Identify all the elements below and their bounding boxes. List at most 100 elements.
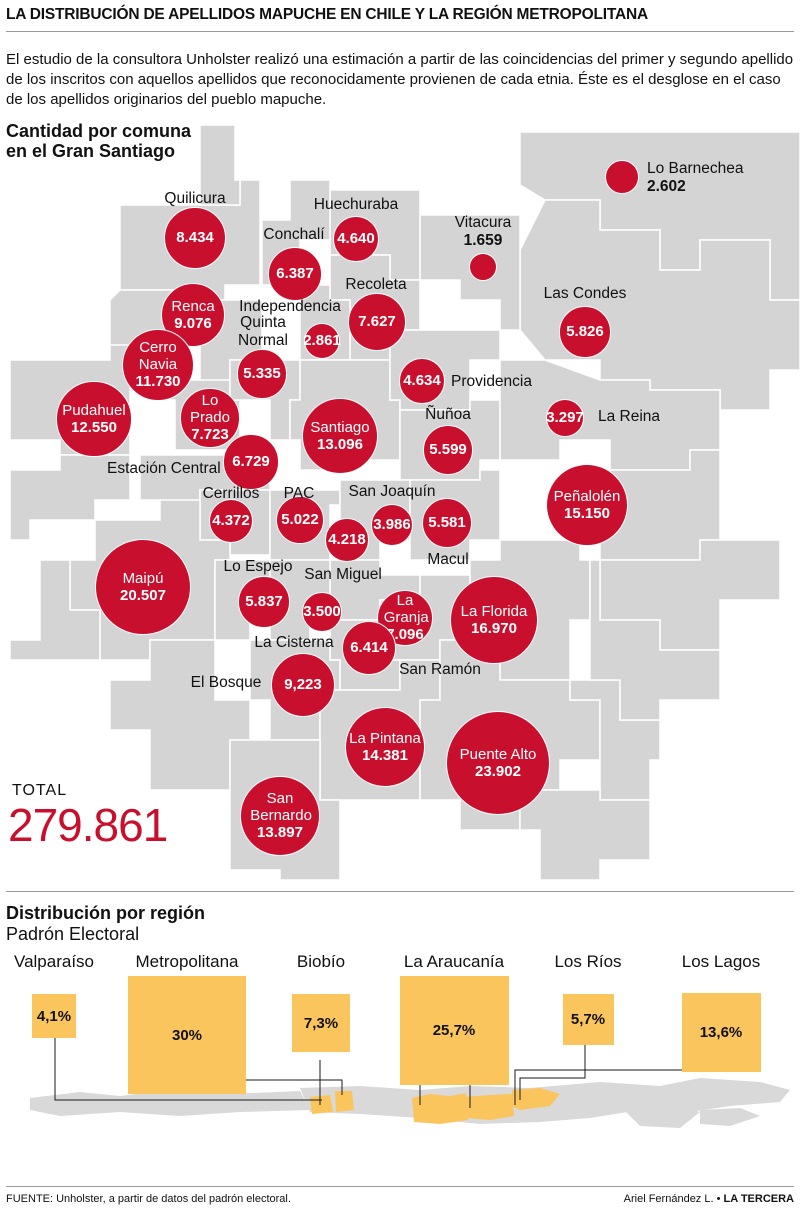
bubble-estacion-central-value: 6.729 [232, 453, 270, 471]
region-heading: Distribución por región [6, 903, 206, 923]
region-box-biobio: 7,3% [292, 994, 350, 1052]
label-vitacura-value: 1.659 [463, 232, 503, 249]
region-subheading: Padrón Electoral [6, 924, 140, 944]
label-recoleta: Recoleta [345, 276, 407, 293]
bubble-maipu: Maipú 20.507 [94, 538, 192, 636]
bubble-la-reina-value: 3.297 [546, 409, 584, 427]
bubble-san-joaquin: 3.986 [370, 503, 414, 547]
label-lo-barnechea-name: Lo Barnechea [647, 160, 744, 177]
bubble-santiago: Santiago 13.096 [301, 397, 379, 475]
bubble-vitacura [469, 253, 497, 281]
bubble-renca-name: Renca [171, 297, 215, 315]
label-conchali: Conchalí [263, 226, 325, 243]
bubble-conchali: 6.387 [268, 247, 322, 301]
label-lo-espejo: Lo Espejo [223, 558, 293, 575]
bubble-quinta-normal: 5.335 [237, 349, 287, 399]
region-value-los-lagos: 13,6% [699, 1024, 743, 1041]
label-san-ramon: San Ramón [399, 661, 481, 678]
bubble-la-granja: La Granja 7.096 [376, 589, 434, 647]
bubble-recoleta: 7.627 [347, 292, 407, 352]
bubble-las-condes: 5.826 [559, 306, 611, 358]
bubble-pudahuel-name: Pudahuel [62, 401, 126, 419]
bubble-puente-alto: Puente Alto 23.902 [446, 711, 550, 815]
bubble-la-reina: 3.297 [545, 398, 585, 438]
bubble-cerro-navia-name: Cerro Navia [138, 339, 178, 374]
label-san-joaquin: San Joaquín [348, 483, 436, 500]
label-lo-barnechea-value: 2.602 [647, 178, 686, 195]
bubble-lo-barnechea [604, 159, 640, 195]
label-cerrillos: Cerrillos [202, 485, 260, 502]
region-box-araucania: 25,7% [399, 976, 509, 1085]
bubble-pac-value: 5.022 [281, 511, 319, 529]
footer-rule [6, 1186, 794, 1187]
bubble-la-cisterna-value: 3.500 [303, 603, 341, 621]
bubble-san-ramon: 6.414 [342, 621, 396, 675]
bubble-lo-espejo: 5.837 [238, 576, 290, 628]
bubble-penalolen-value: 15.150 [564, 504, 610, 522]
bubble-la-florida-value: 16.970 [471, 619, 517, 637]
label-la-cisterna: La Cisterna [254, 634, 334, 651]
label-vitacura-name: Vitacura [454, 214, 512, 231]
bubble-providencia: 4.634 [399, 358, 445, 404]
bubble-independencia: 2.861 [303, 323, 341, 359]
bubble-pudahuel-value: 12.550 [71, 418, 117, 436]
region-value-araucania: 25,7% [432, 1022, 476, 1039]
label-providencia: Providencia [451, 373, 532, 390]
region-value-valparaiso: 4,1% [36, 1007, 72, 1025]
bubble-huechuraba-value: 4.640 [337, 230, 375, 248]
bubble-las-condes-value: 5.826 [566, 323, 604, 341]
bubble-san-bernardo-value: 13.897 [257, 824, 303, 842]
santiago-heading-line-2: en el Gran Santiago [6, 141, 176, 161]
region-box-los-rios: 5,7% [562, 994, 614, 1045]
label-san-miguel: San Miguel [304, 566, 382, 583]
intro-text: El estudio de la consultora Unholster re… [6, 51, 794, 108]
region-name-los-lagos: Los Lagos [681, 952, 761, 971]
source-note: FUENTE: Unholster, a partir de datos del… [6, 1193, 291, 1205]
bubble-puente-alto-name: Puente Alto [459, 746, 537, 763]
region-value-los-rios: 5,7% [570, 1011, 606, 1028]
bubble-providencia-value: 4.634 [403, 372, 441, 390]
santiago-heading-line-1: Cantidad por comuna [6, 121, 192, 141]
bubble-penalolen-name: Peñalolén [553, 487, 621, 505]
label-quilicura: Quilicura [164, 190, 226, 207]
label-macul: Macul [427, 551, 469, 568]
bubble-lo-espejo-value: 5.837 [245, 593, 283, 611]
bubble-quinta-normal-value: 5.335 [243, 365, 281, 383]
label-las-condes: Las Condes [543, 285, 627, 302]
region-name-los-rios: Los Ríos [554, 952, 622, 971]
bubble-quilicura-value: 8.434 [176, 229, 214, 247]
region-box-los-lagos: 13,6% [681, 993, 761, 1072]
bubble-la-pintana-name: La Pintana [349, 729, 421, 747]
bubble-la-florida-name: La Florida [460, 602, 528, 620]
bubble-la-granja-value: 7.096 [386, 626, 424, 644]
region-box-valparaiso: 4,1% [32, 994, 76, 1038]
bubble-macul-value: 5.581 [428, 514, 466, 532]
bubble-la-cisterna: 3.500 [302, 592, 342, 632]
total-label: TOTAL [12, 782, 68, 799]
title-rule [6, 31, 794, 32]
bubble-san-bernardo-name: San Bernardo [250, 790, 312, 825]
bubble-san-miguel: 4.218 [325, 518, 369, 562]
bubble-penalolen: Peñalolén 15.150 [545, 463, 629, 547]
bubble-conchali-value: 6.387 [276, 265, 314, 283]
bubble-huechuraba: 4.640 [333, 216, 379, 262]
credit: Ariel Fernández L. • LA TERCERA [623, 1193, 794, 1205]
label-la-reina: La Reina [598, 408, 661, 425]
section-rule [6, 891, 794, 892]
bubble-maipu-value: 20.507 [120, 586, 166, 604]
bubble-lo-prado-value: 7.723 [191, 426, 229, 444]
bubble-lo-prado-name: Lo Prado [189, 392, 230, 427]
bubble-la-granja-name: La Granja [383, 592, 429, 627]
bubble-lo-prado: Lo Prado 7.723 [180, 388, 240, 448]
bubble-san-joaquin-value: 3.986 [373, 516, 411, 534]
bubble-la-florida: La Florida 16.970 [450, 576, 538, 664]
credit-publication: LA TERCERA [723, 1193, 794, 1205]
bubble-san-miguel-value: 4.218 [328, 531, 366, 549]
bubble-pac: 5.022 [276, 496, 324, 544]
bubble-san-ramon-value: 6.414 [350, 639, 388, 657]
bubble-recoleta-value: 7.627 [358, 313, 396, 331]
bubble-el-bosque: 9,223 [270, 652, 336, 718]
bubble-maipu-name: Maipú [122, 569, 164, 587]
bubble-santiago-value: 13.096 [317, 435, 363, 453]
infographic-title: LA DISTRIBUCIÓN DE APELLIDOS MAPUCHE EN … [6, 6, 648, 23]
